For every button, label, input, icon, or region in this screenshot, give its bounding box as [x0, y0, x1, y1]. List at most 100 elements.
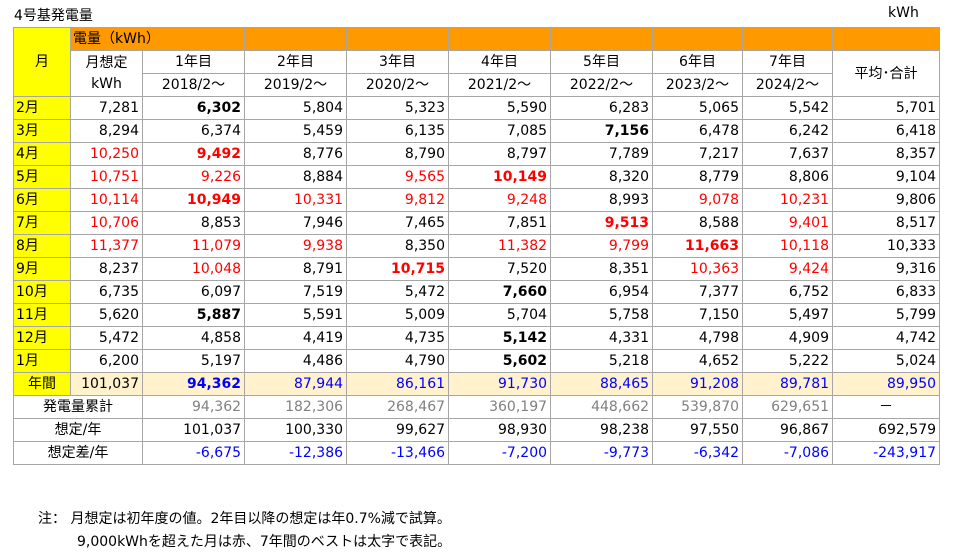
estimate-cell: 7,281 — [70, 96, 143, 120]
year-subheader: 2024/2～ — [742, 73, 834, 97]
value-cell: 5,758 — [550, 303, 654, 327]
difference-value: -13,466 — [346, 441, 450, 465]
value-cell: 10,715 — [346, 257, 450, 281]
value-cell: 8,350 — [346, 234, 450, 258]
month-header: 月 — [13, 27, 71, 97]
cumulative-value: 360,197 — [448, 395, 552, 419]
month-cell: 10月 — [13, 280, 71, 304]
value-cell: 6,954 — [550, 280, 654, 304]
average-cell: 5,701 — [832, 96, 941, 120]
average-cell: 5,024 — [832, 349, 941, 373]
value-cell: 6,374 — [141, 119, 246, 143]
value-cell: 7,085 — [448, 119, 552, 143]
value-cell: 8,853 — [141, 211, 246, 235]
header-orange-cell — [742, 27, 834, 51]
value-cell: 7,851 — [448, 211, 552, 235]
value-cell: 11,382 — [448, 234, 552, 258]
value-cell: 8,320 — [550, 165, 654, 189]
value-cell: 7,789 — [550, 142, 654, 166]
difference-total: -243,917 — [832, 441, 941, 465]
value-cell: 6,752 — [742, 280, 834, 304]
annual-value: 88,465 — [550, 372, 654, 396]
value-cell: 9,565 — [346, 165, 450, 189]
month-cell: 5月 — [13, 165, 71, 189]
unit-label: kWh — [888, 5, 919, 21]
value-cell: 8,790 — [346, 142, 450, 166]
value-cell: 6,478 — [652, 119, 744, 143]
average-cell: 9,806 — [832, 188, 941, 212]
estimate-header-line2: kWh — [91, 75, 122, 92]
value-cell: 10,149 — [448, 165, 552, 189]
header-row-3: 2018/2～ 2019/2～ 2020/2～ 2021/2～ 2022/2～ 2023/… — [14, 73, 940, 97]
value-cell: 9,078 — [652, 188, 744, 212]
value-cell: 9,401 — [742, 211, 834, 235]
year-subheader: 2023/2～ — [652, 73, 744, 97]
note-line-1: 注： 月想定は初年度の値。2年目以降の想定は年0.7%減で試算。 — [38, 511, 451, 527]
value-cell: 4,909 — [742, 326, 834, 350]
month-cell: 7月 — [13, 211, 71, 235]
cumulative-value: 268,467 — [346, 395, 450, 419]
value-cell: 8,884 — [244, 165, 348, 189]
difference-row: 想定差/年 -6,675 -12,386 -13,466 -7,200 -9,773 -6,… — [13, 441, 941, 465]
year-header: 5年目 — [550, 50, 654, 74]
estimate-cell: 10,114 — [70, 188, 143, 212]
header-orange-cell — [652, 27, 744, 51]
estimate-cell: 10,706 — [70, 211, 143, 235]
month-cell: 9月 — [13, 257, 71, 281]
value-cell: 9,492 — [141, 142, 246, 166]
value-cell: 5,542 — [742, 96, 834, 120]
table-row: 11月 5,620 5,887 5,591 5,009 5,704 5,758 7,150 5,… — [13, 303, 941, 327]
cumulative-label: 発電量累計 — [13, 395, 143, 419]
page-title: 4号基発電量 — [14, 8, 93, 24]
difference-value: -6,675 — [141, 441, 246, 465]
value-cell: 9,513 — [550, 211, 654, 235]
average-cell: 6,418 — [832, 119, 941, 143]
value-cell: 4,858 — [141, 326, 246, 350]
value-cell: 6,097 — [141, 280, 246, 304]
value-cell: 4,798 — [652, 326, 744, 350]
assumed-value: 98,930 — [448, 418, 552, 442]
month-cell: 2月 — [13, 96, 71, 120]
value-cell: 6,283 — [550, 96, 654, 120]
generation-table: 月電量（kWh） 月想定 kWh 1年目 2年目 3年目 4年目 5年目 6年目 7年目 平均･合計… — [13, 27, 941, 465]
average-cell: 4,742 — [832, 326, 941, 350]
estimate-cell: 8,237 — [70, 257, 143, 281]
month-cell: 8月 — [13, 234, 71, 258]
year-subheader: 2019/2～ — [244, 73, 348, 97]
estimate-cell: 6,200 — [70, 349, 143, 373]
annual-value: 86,161 — [346, 372, 450, 396]
value-cell: 10,231 — [742, 188, 834, 212]
month-cell: 4月 — [13, 142, 71, 166]
estimate-cell: 10,250 — [70, 142, 143, 166]
assumed-value: 98,238 — [550, 418, 654, 442]
table-row: 9月 8,237 10,048 8,791 10,715 7,520 8,351 10,363… — [13, 257, 941, 281]
value-cell: 9,938 — [244, 234, 348, 258]
month-cell: 6月 — [13, 188, 71, 212]
value-cell: 5,591 — [244, 303, 348, 327]
table-row: 12月 5,472 4,858 4,419 4,735 5,142 4,331 4,798 4,… — [13, 326, 941, 350]
value-cell: 8,806 — [742, 165, 834, 189]
cumulative-value: 629,651 — [742, 395, 834, 419]
assumed-label: 想定/年 — [13, 418, 143, 442]
avg-total-header: 平均･合計 — [832, 50, 941, 97]
table-row: 8月 11,377 11,079 9,938 8,350 11,382 9,799 11,66… — [13, 234, 941, 258]
year-subheader: 2020/2～ — [346, 73, 450, 97]
value-cell: 5,704 — [448, 303, 552, 327]
value-cell: 5,065 — [652, 96, 744, 120]
value-cell: 5,497 — [742, 303, 834, 327]
value-cell: 8,351 — [550, 257, 654, 281]
header-orange-cell — [832, 27, 941, 51]
table-row: 2月 7,281 6,302 5,804 5,323 5,590 6,283 5,065 5,5… — [13, 96, 941, 120]
estimate-cell: 5,620 — [70, 303, 143, 327]
estimate-header: 月想定 kWh — [70, 50, 143, 97]
value-cell: 7,520 — [448, 257, 552, 281]
assumed-value: 96,867 — [742, 418, 834, 442]
annual-estimate: 101,037 — [70, 372, 143, 396]
value-cell: 8,779 — [652, 165, 744, 189]
value-cell: 6,302 — [141, 96, 246, 120]
value-cell: 10,118 — [742, 234, 834, 258]
assumed-row: 想定/年 101,037 100,330 99,627 98,930 98,238 97,5… — [13, 418, 941, 442]
value-cell: 4,331 — [550, 326, 654, 350]
month-cell: 12月 — [13, 326, 71, 350]
average-cell: 6,833 — [832, 280, 941, 304]
